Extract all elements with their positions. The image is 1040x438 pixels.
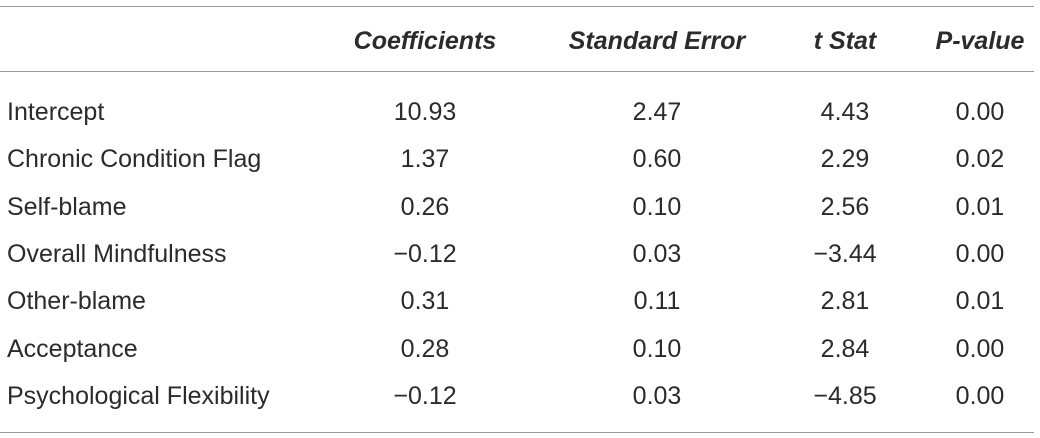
column-header: Coefficients xyxy=(353,27,497,55)
bottom-rule xyxy=(0,432,1034,433)
cell-value: 0.00 xyxy=(955,98,1005,126)
cell-value: 0.01 xyxy=(955,192,1005,221)
row-label: Chronic Condition Flag xyxy=(7,145,262,174)
cell-value: 2.56 xyxy=(820,192,870,221)
column-header: P-value xyxy=(935,27,1025,55)
cell-value: 4.43 xyxy=(820,98,870,126)
cell-value: 0.00 xyxy=(955,381,1005,410)
cell-value: 0.11 xyxy=(633,287,681,316)
row-label: Intercept xyxy=(7,98,105,126)
cell-value: −4.85 xyxy=(813,381,877,410)
top-rule xyxy=(0,6,1034,7)
cell-value: 0.00 xyxy=(955,239,1005,268)
cell-value: 2.47 xyxy=(632,98,682,126)
cell-value: 0.03 xyxy=(632,381,682,410)
cell-value: −0.12 xyxy=(393,381,457,410)
row-label: Self-blame xyxy=(7,192,127,221)
cell-value: 10.93 xyxy=(393,98,457,126)
cell-value: 0.03 xyxy=(632,239,682,268)
cell-value: 0.60 xyxy=(632,145,682,174)
header-rule xyxy=(0,71,1034,72)
cell-value: 0.10 xyxy=(632,334,682,363)
cell-value: 2.81 xyxy=(820,287,870,316)
column-header: t Stat xyxy=(813,27,877,55)
row-label: Acceptance xyxy=(7,334,138,363)
row-label: Other-blame xyxy=(7,287,146,316)
cell-value: 2.29 xyxy=(820,145,870,174)
cell-value: 0.10 xyxy=(632,192,682,221)
cell-value: 2.84 xyxy=(820,334,870,363)
cell-value: 0.00 xyxy=(955,334,1005,363)
cell-value: 0.01 xyxy=(955,287,1005,316)
cell-value: 0.26 xyxy=(400,192,450,221)
column-header: Standard Error xyxy=(568,27,746,55)
cell-value: 0.02 xyxy=(955,145,1005,174)
cell-value: −3.44 xyxy=(813,239,877,268)
cell-value: 1.37 xyxy=(400,145,450,174)
cell-value: 0.31 xyxy=(400,287,450,316)
cell-value: −0.12 xyxy=(393,239,457,268)
cell-value: 0.28 xyxy=(400,334,450,363)
row-label: Psychological Flexibility xyxy=(7,381,270,410)
row-label: Overall Mindfulness xyxy=(7,239,227,268)
